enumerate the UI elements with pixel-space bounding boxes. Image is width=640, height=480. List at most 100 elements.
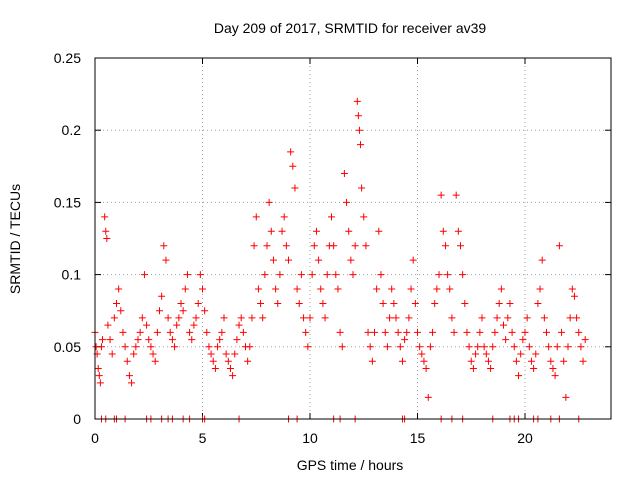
data-point [183, 271, 191, 279]
data-point [252, 213, 260, 221]
data-point [158, 292, 166, 300]
data-point [444, 271, 452, 279]
data-point [113, 299, 120, 307]
data-point [545, 343, 553, 351]
data-point [386, 314, 394, 322]
data-point [319, 299, 327, 307]
data-point [287, 148, 295, 156]
data-point [448, 314, 456, 322]
data-point [504, 314, 512, 322]
data-point [390, 299, 398, 307]
data-point [285, 256, 292, 264]
data-point [358, 184, 366, 192]
data-point [508, 328, 516, 336]
data-point [222, 350, 230, 358]
data-point [566, 314, 574, 322]
data-point [140, 271, 148, 279]
data-point [467, 357, 475, 365]
data-point [297, 271, 305, 279]
data-point [302, 328, 310, 336]
data-point [454, 227, 462, 235]
data-point [581, 336, 589, 344]
y-tick-label: 0.25 [54, 50, 81, 66]
data-point [371, 328, 378, 336]
x-tick-label: 15 [410, 430, 426, 446]
data-point [368, 357, 376, 365]
data-point [482, 350, 490, 358]
data-point [409, 256, 417, 264]
data-point [472, 350, 480, 358]
data-point [355, 126, 363, 134]
data-point [373, 285, 381, 293]
data-point [233, 336, 241, 344]
data-point [519, 336, 527, 344]
data-point [495, 299, 503, 307]
data-point [383, 343, 391, 351]
data-point [209, 357, 217, 365]
data-point [186, 328, 194, 336]
data-point [216, 336, 224, 344]
data-point [534, 299, 542, 307]
data-point [106, 336, 114, 344]
data-point [343, 198, 351, 206]
data-point [196, 271, 204, 279]
data-point [237, 314, 245, 322]
data-point [291, 184, 299, 192]
data-point [577, 343, 585, 351]
data-point [246, 343, 254, 351]
data-point [484, 357, 492, 365]
data-point [429, 328, 437, 336]
data-point [257, 299, 265, 307]
data-point [414, 328, 421, 336]
data-point [125, 372, 133, 380]
data-point [156, 307, 163, 315]
data-point [407, 285, 415, 293]
data-point [340, 170, 348, 178]
data-point [110, 314, 118, 322]
data-point [173, 321, 181, 329]
x-tick-label: 0 [91, 430, 99, 446]
data-point [293, 285, 301, 293]
data-point [265, 198, 273, 206]
data-point [304, 343, 312, 351]
data-point [248, 314, 256, 322]
data-point [420, 357, 428, 365]
data-point [379, 299, 387, 307]
y-tick-label: 0.05 [54, 339, 81, 355]
data-point [416, 343, 424, 351]
data-point [439, 227, 447, 235]
data-point [394, 328, 402, 336]
data-point [575, 328, 583, 336]
data-point [523, 314, 531, 322]
data-point [527, 357, 535, 365]
data-point [188, 336, 196, 344]
data-point [543, 328, 550, 336]
data-point [278, 227, 286, 235]
data-point [474, 343, 482, 351]
data-point [177, 299, 185, 307]
data-point [381, 328, 389, 336]
data-point [263, 242, 271, 250]
data-point [168, 336, 176, 344]
data-point [94, 364, 102, 372]
data-point [315, 256, 323, 264]
data-point [478, 314, 486, 322]
data-point [573, 314, 581, 322]
data-point [99, 336, 107, 344]
data-point [555, 242, 563, 250]
data-point [274, 299, 282, 307]
data-point [104, 321, 112, 329]
data-point [437, 191, 445, 199]
data-point [149, 350, 157, 358]
data-point [138, 314, 146, 322]
data-point [396, 343, 404, 351]
data-point [461, 299, 469, 307]
data-point [207, 350, 215, 358]
data-point [218, 328, 226, 336]
data-point [351, 242, 359, 250]
data-point [300, 314, 308, 322]
data-point [123, 357, 131, 365]
data-point [510, 343, 518, 351]
data-point [411, 299, 419, 307]
data-point [203, 328, 211, 336]
